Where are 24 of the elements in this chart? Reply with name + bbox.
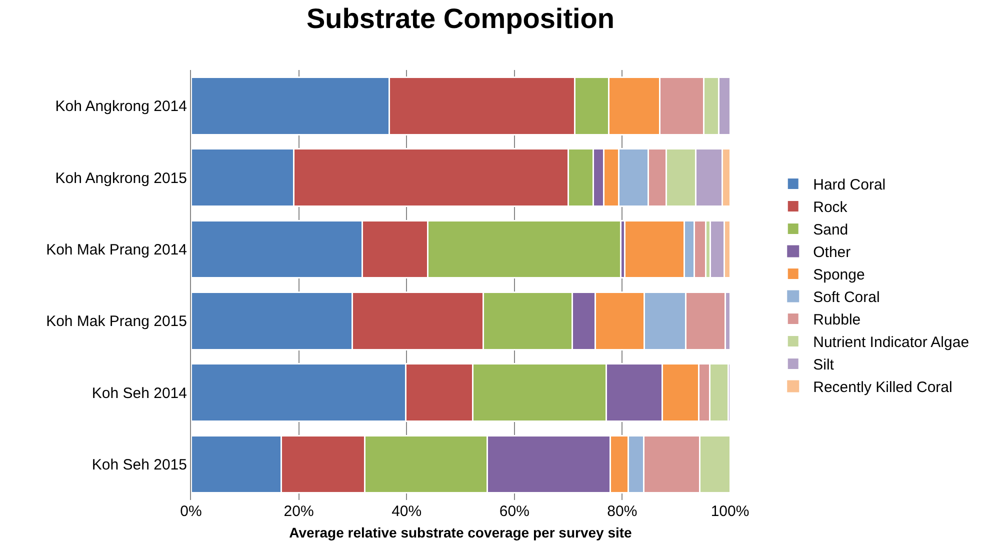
x-tick-label: 60% <box>499 503 530 520</box>
legend-label: Rock <box>813 199 848 216</box>
legend-label: Other <box>813 244 851 262</box>
y-tick-label: Koh Angkrong 2014 <box>55 98 187 116</box>
x-tick-label: 80% <box>607 503 638 520</box>
legend-label: Hard Coral <box>813 176 886 194</box>
y-tick-label: Koh Mak Prang 2015 <box>46 313 187 330</box>
legend-label: Silt <box>813 356 835 374</box>
legend-label: Soft Coral <box>813 289 880 306</box>
legend-label: Rubble <box>813 312 861 329</box>
chart-title: Substrate Composition <box>306 2 615 34</box>
y-tick-label: Koh Angkrong 2015 <box>55 170 187 187</box>
legend-label: Recently Killed Coral <box>813 379 952 396</box>
legend-label: Sponge <box>813 266 865 284</box>
x-tick-label: 20% <box>284 503 314 520</box>
x-tick-label: 40% <box>392 503 422 520</box>
x-tick-label: 0% <box>180 503 202 520</box>
x-tick-label: 100% <box>710 503 750 520</box>
y-tick-label: Koh Seh 2014 <box>92 384 187 402</box>
x-axis-title: Average relative substrate coverage per survey site <box>289 524 632 540</box>
legend-label: Nutrient Indicator Algae <box>813 334 970 352</box>
legend-label: Sand <box>813 222 848 239</box>
y-tick-label: Koh Mak Prang 2014 <box>46 241 187 258</box>
y-tick-label: Koh Seh 2015 <box>92 456 187 474</box>
